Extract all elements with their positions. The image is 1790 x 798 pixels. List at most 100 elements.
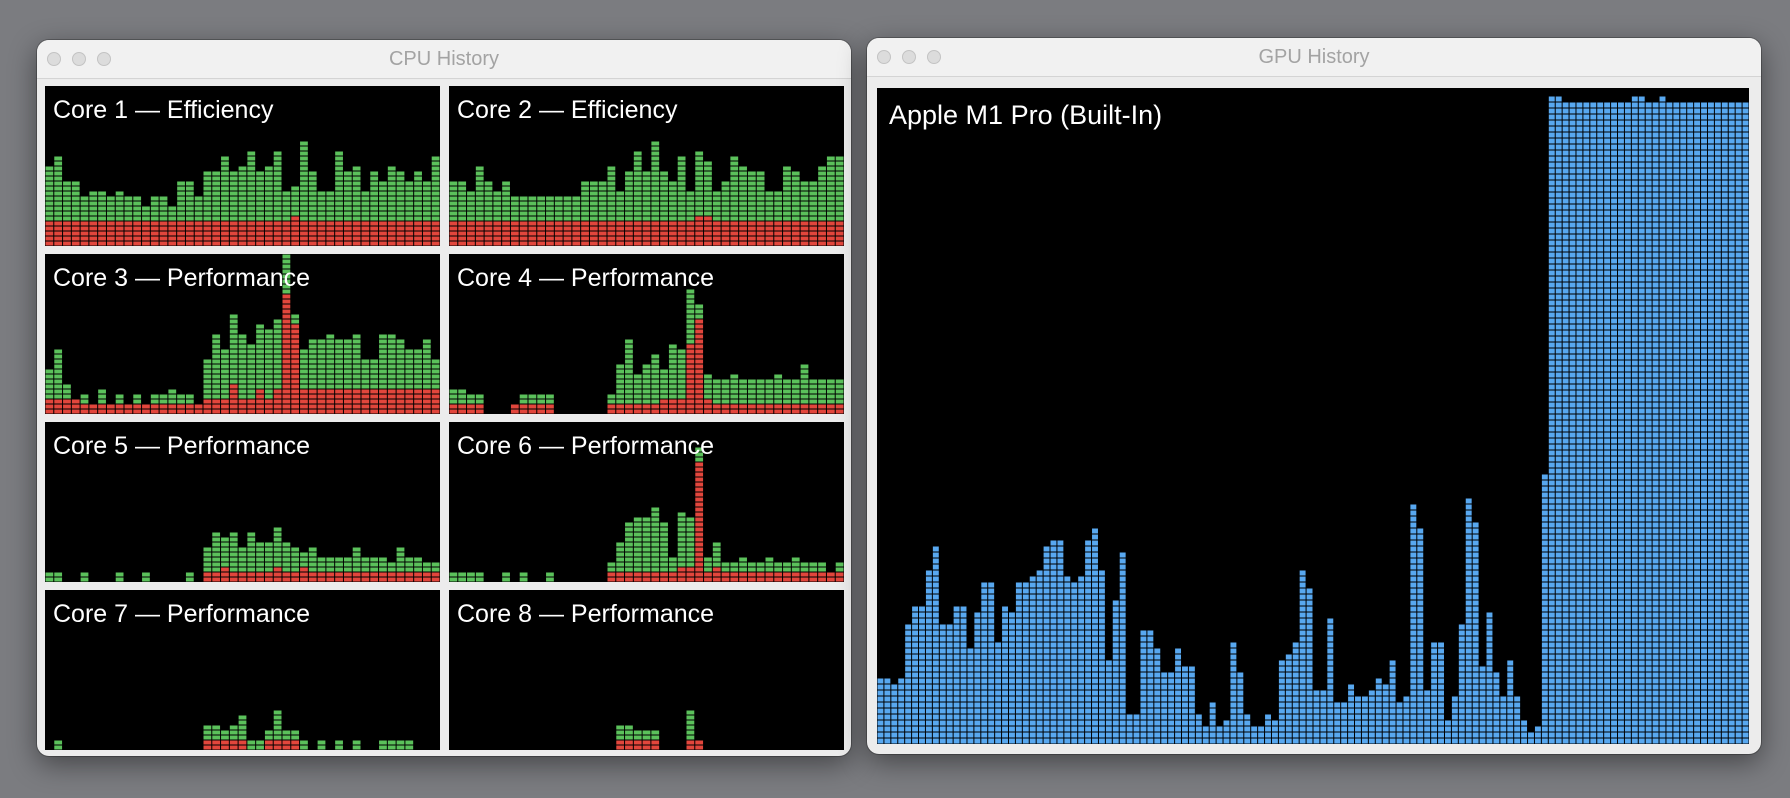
cpu-bar	[449, 389, 458, 414]
cpu-bar	[528, 394, 537, 414]
cpu-bar	[98, 191, 106, 246]
cpu-bar	[168, 389, 177, 414]
gpu-bar	[1479, 666, 1486, 744]
core-graph: Core 7 — Performance	[45, 590, 440, 750]
cpu-bar	[335, 740, 343, 750]
cpu-bar	[238, 334, 247, 414]
gpu-bar	[1486, 612, 1493, 744]
close-button[interactable]	[877, 50, 891, 64]
gpu-bar	[1112, 600, 1119, 744]
cpu-bar	[791, 557, 800, 582]
cpu-bar	[633, 151, 642, 246]
cpu-bar	[721, 181, 730, 246]
cpu-bar	[133, 394, 142, 414]
cpu-bar	[124, 404, 133, 414]
gpu-window-titlebar[interactable]: GPU History	[867, 38, 1761, 77]
cpu-bar	[194, 404, 203, 414]
gpu-bar	[1050, 540, 1057, 744]
zoom-button[interactable]	[927, 50, 941, 64]
gpu-bar	[898, 678, 905, 744]
core-graph: Core 5 — Performance	[45, 422, 440, 582]
cpu-bar	[405, 349, 414, 414]
cpu-bar	[379, 181, 387, 246]
gpu-bar	[1292, 642, 1299, 744]
zoom-button[interactable]	[97, 52, 111, 66]
cpu-bar	[45, 166, 54, 246]
gpu-bar	[1022, 582, 1029, 744]
cpu-bar	[422, 339, 431, 414]
close-button[interactable]	[47, 52, 61, 66]
cpu-bar	[229, 725, 238, 750]
cpu-bar	[387, 166, 396, 246]
cpu-bar	[177, 394, 185, 414]
minimize-button[interactable]	[72, 52, 86, 66]
usage-bars	[616, 710, 704, 750]
cpu-bar	[695, 151, 704, 246]
cpu-bar	[695, 304, 704, 414]
cpu-bar	[387, 334, 396, 414]
gpu-bar	[919, 606, 925, 744]
cpu-bar	[396, 547, 405, 582]
cpu-bar	[765, 191, 774, 246]
cpu-bar	[625, 171, 633, 246]
cpu-bar	[142, 404, 150, 414]
cpu-bar	[537, 196, 546, 246]
gpu-bar	[1313, 690, 1320, 744]
cpu-bar	[519, 196, 528, 246]
cpu-bar	[835, 562, 844, 582]
cpu-window-titlebar[interactable]: CPU History	[37, 40, 851, 79]
gpu-bar	[1140, 630, 1147, 744]
usage-bars	[45, 254, 440, 414]
gpu-bar	[1611, 102, 1618, 744]
usage-bars	[449, 289, 844, 414]
gpu-bar	[1680, 102, 1687, 744]
cpu-bar	[396, 171, 405, 246]
cpu-bar	[159, 196, 168, 246]
cpu-bar	[89, 191, 98, 246]
cpu-bar	[405, 557, 414, 582]
cpu-bar	[282, 254, 291, 414]
gpu-bar	[1258, 726, 1265, 744]
cpu-bar	[54, 349, 63, 414]
gpu-bar	[1590, 102, 1597, 744]
cpu-bar	[247, 740, 256, 750]
window-title: CPU History	[388, 48, 499, 70]
cpu-bar	[730, 156, 739, 246]
cpu-bar	[818, 379, 826, 414]
cpu-bar	[739, 557, 747, 582]
cpu-bar	[651, 730, 660, 750]
minimize-button[interactable]	[902, 50, 916, 64]
cpu-bar	[361, 191, 370, 246]
cpu-bar	[229, 532, 238, 582]
gpu-bar	[960, 606, 967, 744]
cpu-bar	[370, 557, 379, 582]
cpu-bar	[475, 394, 484, 414]
gpu-bar	[1424, 690, 1431, 744]
cpu-bar	[607, 562, 616, 582]
gpu-bar	[1202, 726, 1209, 744]
cpu-bar	[791, 171, 800, 246]
gpu-bar	[1507, 660, 1514, 744]
gpu-bar	[1175, 648, 1182, 744]
cpu-bar	[221, 537, 229, 582]
cpu-bar	[221, 156, 229, 246]
cpu-bar	[238, 547, 247, 582]
cpu-bar	[54, 156, 63, 246]
core-graph: Core 6 — Performance	[449, 422, 844, 582]
cpu-bar	[642, 730, 651, 750]
gpu-bar	[1244, 714, 1251, 744]
gpu-bar	[1652, 102, 1659, 744]
gpu-bar	[1071, 582, 1078, 744]
gpu-bar	[1431, 642, 1438, 744]
gpu-bar	[1514, 696, 1521, 744]
gpu-label: Apple M1 Pro (Built-In)	[889, 100, 1163, 130]
cpu-bar	[826, 572, 835, 582]
gpu-bar	[1182, 666, 1188, 744]
cpu-bar	[291, 314, 300, 414]
gpu-bar	[1583, 102, 1590, 744]
cpu-bar	[273, 527, 282, 582]
core-label: Core 6 — Performance	[457, 432, 715, 460]
gpu-bar	[1147, 630, 1154, 744]
cpu-bar	[300, 349, 308, 414]
gpu-bar	[1735, 102, 1742, 744]
